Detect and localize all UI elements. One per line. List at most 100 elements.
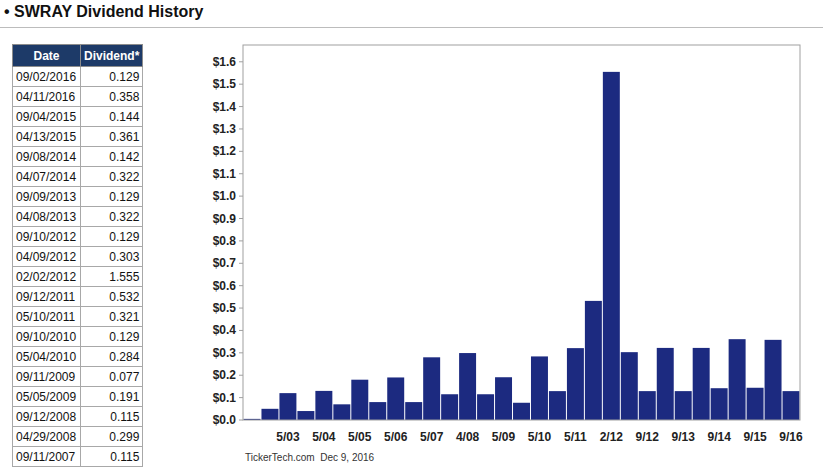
date-cell: 04/11/2016 <box>13 87 81 107</box>
dividend-cell: 0.115 <box>81 407 143 427</box>
bar <box>729 339 746 420</box>
y-tick-label: $0.8 <box>213 234 237 248</box>
y-tick <box>239 420 243 421</box>
table-row: 09/10/20120.129 <box>13 227 143 247</box>
x-tick-label: 9/13 <box>672 430 696 444</box>
x-tick-label: 9/15 <box>743 430 767 444</box>
bar <box>603 72 620 420</box>
bar <box>765 340 782 420</box>
y-tick-label: $1.2 <box>213 144 237 158</box>
table-row: 04/08/20130.322 <box>13 207 143 227</box>
table-row: 04/11/20160.358 <box>13 87 143 107</box>
y-tick <box>239 196 243 197</box>
x-tick-label: 5/03 <box>276 430 300 444</box>
x-tick-label: 9/14 <box>707 430 731 444</box>
y-tick-label: $0.3 <box>213 346 237 360</box>
bar <box>549 391 566 420</box>
source-note: TickerTech.com Dec 9, 2016 <box>245 452 375 463</box>
y-tick <box>239 128 243 129</box>
date-cell: 05/04/2010 <box>13 347 81 367</box>
y-tick-label: $1.6 <box>213 55 237 69</box>
dividend-cell: 0.299 <box>81 427 143 447</box>
table-row: 04/29/20080.299 <box>13 427 143 447</box>
y-tick <box>239 308 243 309</box>
date-cell: 04/09/2012 <box>13 247 81 267</box>
bar <box>423 357 440 420</box>
table-row: 05/10/20110.321 <box>13 307 143 327</box>
y-tick-label: $0.9 <box>213 212 237 226</box>
x-tick-label: 4/08 <box>456 430 480 444</box>
y-tick <box>239 240 243 241</box>
date-cell: 09/12/2008 <box>13 407 81 427</box>
bar <box>657 348 674 420</box>
date-cell: 05/05/2009 <box>13 387 81 407</box>
date-cell: 09/09/2013 <box>13 187 81 207</box>
bars <box>244 72 800 420</box>
bar <box>369 402 386 420</box>
bar <box>261 409 278 420</box>
header-cell: Dividend* <box>81 45 143 67</box>
bar <box>315 391 332 420</box>
table-row: 09/11/20090.077 <box>13 367 143 387</box>
dividend-cell: 0.129 <box>81 187 143 207</box>
bar <box>693 348 710 420</box>
y-tick <box>239 263 243 264</box>
y-tick-label: $0.1 <box>213 391 237 405</box>
dividend-cell: 0.303 <box>81 247 143 267</box>
title-rule <box>0 27 823 28</box>
date-cell: 04/07/2014 <box>13 167 81 187</box>
bar <box>351 380 368 420</box>
table-row: 09/04/20150.144 <box>13 107 143 127</box>
dividend-cell: 0.284 <box>81 347 143 367</box>
bar <box>279 393 296 420</box>
y-tick <box>239 352 243 353</box>
y-tick <box>239 218 243 219</box>
table-row: 05/05/20090.191 <box>13 387 143 407</box>
y-tick <box>239 106 243 107</box>
plot-frame <box>243 45 800 420</box>
table-row: 09/10/20100.129 <box>13 327 143 347</box>
x-tick-label: 5/05 <box>348 430 372 444</box>
y-tick <box>239 173 243 174</box>
date-cell: 09/02/2016 <box>13 67 81 87</box>
y-tick <box>239 397 243 398</box>
date-cell: 04/29/2008 <box>13 427 81 447</box>
y-tick-label: $0.7 <box>213 256 237 270</box>
dividend-cell: 0.129 <box>81 67 143 87</box>
table-row: 09/12/20110.532 <box>13 287 143 307</box>
date-cell: 02/02/2012 <box>13 267 81 287</box>
date-cell: 09/04/2015 <box>13 107 81 127</box>
x-tick-label: 5/10 <box>528 430 552 444</box>
date-cell: 09/10/2010 <box>13 327 81 347</box>
y-tick <box>239 375 243 376</box>
dividend-cell: 0.077 <box>81 367 143 387</box>
x-tick-label: 5/04 <box>312 430 336 444</box>
table-row: 09/09/20130.129 <box>13 187 143 207</box>
header-cell: Date <box>13 45 81 67</box>
date-cell: 04/13/2015 <box>13 127 81 147</box>
y-tick-label: $0.4 <box>213 323 237 337</box>
header-row: DateDividend* <box>13 45 143 67</box>
table-row: 04/09/20120.303 <box>13 247 143 267</box>
x-tick-label: 2/12 <box>600 430 624 444</box>
y-tick-label: $0.2 <box>213 368 237 382</box>
table-row: 04/07/20140.322 <box>13 167 143 187</box>
date-cell: 09/10/2012 <box>13 227 81 247</box>
dividend-cell: 0.144 <box>81 107 143 127</box>
dividend-cell: 0.358 <box>81 87 143 107</box>
table-row: 02/02/20121.555 <box>13 267 143 287</box>
bar <box>405 402 422 420</box>
dividend-cell: 0.115 <box>81 447 143 467</box>
bar <box>567 348 584 420</box>
y-tick-label: $0.5 <box>213 301 237 315</box>
bar <box>639 391 656 420</box>
bar <box>747 388 764 420</box>
y-tick-label: $0.0 <box>213 413 237 427</box>
date-cell: 09/12/2011 <box>13 287 81 307</box>
x-tick-label: 5/06 <box>384 430 408 444</box>
dividend-cell: 0.129 <box>81 227 143 247</box>
bar <box>297 411 314 420</box>
page-title: • SWRAY Dividend History <box>4 3 203 21</box>
bar <box>621 352 638 420</box>
bar <box>459 353 476 420</box>
